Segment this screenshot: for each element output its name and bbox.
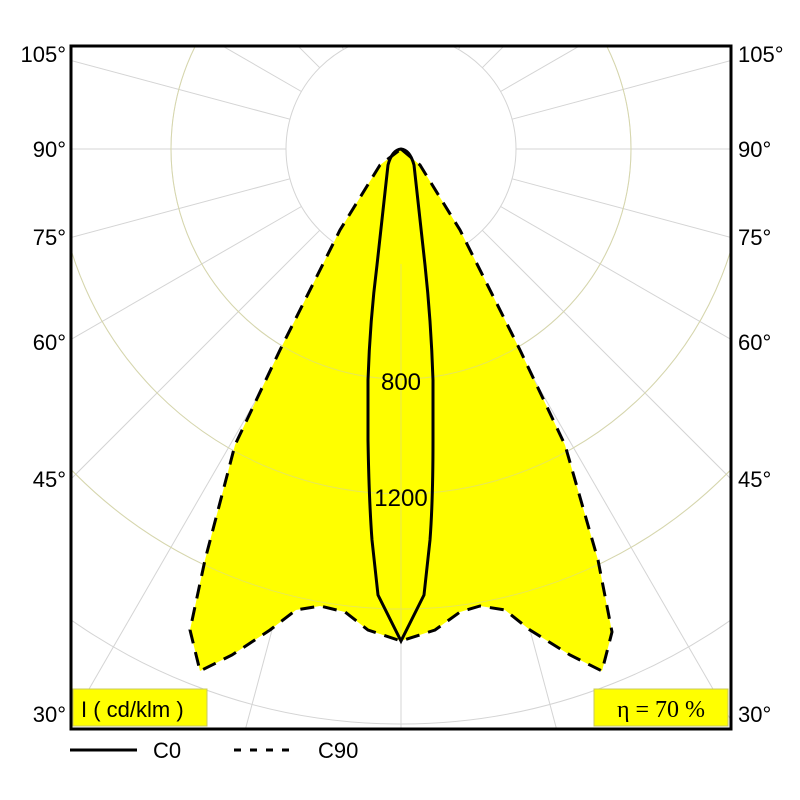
angle-label-right-90: 90° (738, 137, 771, 162)
efficiency-box (593, 688, 729, 727)
legend-c90-label: C90 (318, 738, 358, 763)
c90-curve (188, 147, 614, 674)
efficiency-label: η = 70 % (617, 697, 705, 723)
legend: C0 C90 (70, 738, 358, 763)
angle-label-right-75: 75° (738, 225, 771, 250)
chart-frame (69, 44, 733, 731)
ring-label-800: 800 (381, 369, 421, 396)
unit-label-box (72, 688, 208, 727)
angle-label-right-105: 105° (738, 42, 784, 67)
unit-label: I ( cd/klm ) (81, 697, 184, 722)
angle-label-left-75: 75° (33, 225, 66, 250)
legend-c0-label: C0 (153, 738, 181, 763)
angle-label-left-90: 90° (33, 137, 66, 162)
angle-label-left-105: 105° (20, 42, 66, 67)
angle-label-right-45: 45° (738, 467, 771, 492)
angle-label-right-60: 60° (738, 330, 771, 355)
angle-label-left-45: 45° (33, 467, 66, 492)
angle-label-right-30: 30° (738, 702, 771, 727)
ring-label-1200: 1200 (374, 485, 427, 512)
c0-curve (366, 147, 435, 645)
angle-label-left-60: 60° (33, 330, 66, 355)
angle-label-left-30: 30° (33, 702, 66, 727)
